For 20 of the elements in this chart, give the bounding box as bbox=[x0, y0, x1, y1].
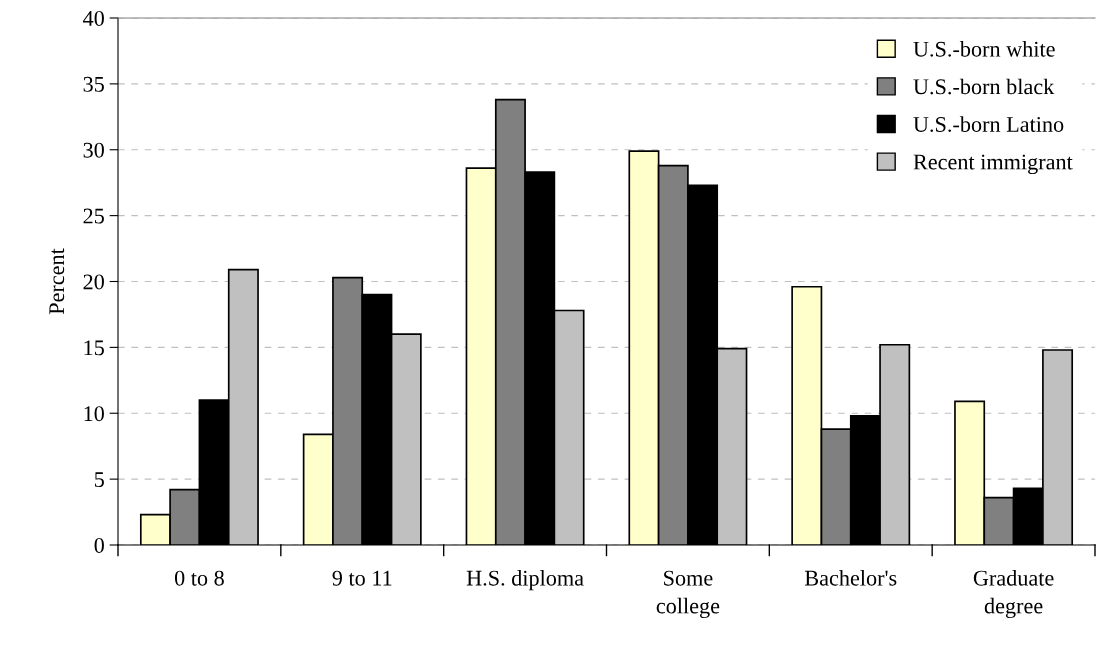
x-tick-label: 0 to 8 bbox=[174, 570, 224, 586]
y-tick-label: 25 bbox=[83, 208, 104, 224]
x-tick-label: Bachelor's bbox=[804, 570, 897, 586]
y-tick-label: 40 bbox=[83, 10, 104, 26]
x-tick-label: 9 to 11 bbox=[332, 570, 392, 586]
x-tick-label: Some college bbox=[656, 570, 720, 619]
legend-label: U.S.-born black bbox=[913, 78, 1055, 95]
y-tick-label: 0 bbox=[94, 537, 104, 553]
y-axis-title: Percent bbox=[49, 248, 65, 315]
y-tick-label: 20 bbox=[83, 274, 104, 290]
x-tick-label: Graduate degree bbox=[973, 570, 1054, 619]
y-tick-label: 15 bbox=[84, 340, 104, 356]
y-tick-label: 10 bbox=[84, 406, 104, 422]
legend-label: U.S.-born Latino bbox=[913, 116, 1064, 132]
y-tick-label: 5 bbox=[94, 472, 104, 488]
legend-label: U.S.-born white bbox=[913, 41, 1055, 57]
y-tick-label: 30 bbox=[83, 142, 104, 158]
legend-label: Recent immigrant bbox=[913, 154, 1073, 175]
y-tick-label: 35 bbox=[83, 76, 104, 92]
x-tick-label: H.S. diploma bbox=[466, 570, 584, 591]
